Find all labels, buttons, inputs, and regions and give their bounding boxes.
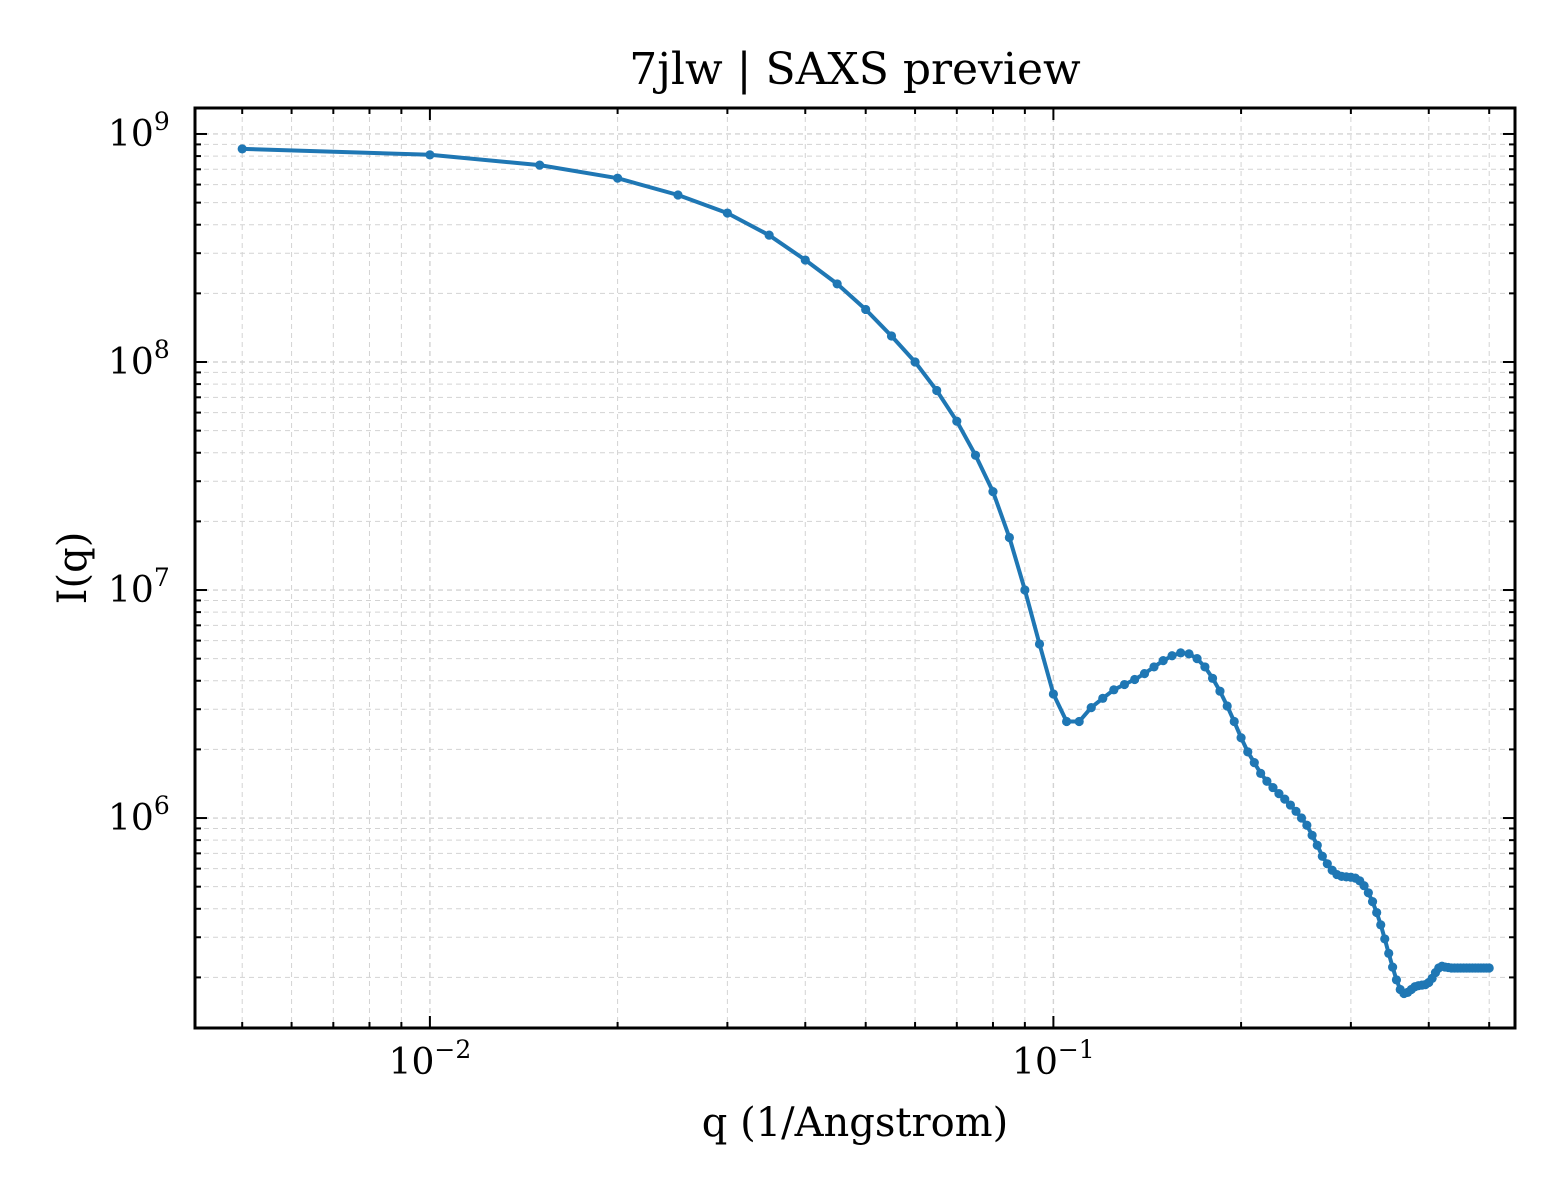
data-point [1004, 532, 1014, 543]
data-point [1249, 758, 1259, 768]
y-axis-label: I(q) [50, 532, 96, 605]
data-point [1268, 782, 1278, 793]
x-axis-label: q (1/Angstrom) [702, 1100, 1008, 1146]
data-point [1363, 888, 1373, 898]
data-point [1139, 668, 1150, 679]
y-tick-label: 107 [108, 563, 170, 611]
data-point [1062, 716, 1072, 727]
data-point [1274, 788, 1284, 799]
data-point [1074, 716, 1084, 727]
data-point [1280, 794, 1290, 804]
y-tick-base: 10 [108, 798, 154, 839]
data-point [722, 208, 732, 218]
x-tick-base: 10 [1012, 1042, 1058, 1083]
data-point [1388, 962, 1398, 972]
y-tick-exponent: 6 [154, 791, 170, 820]
x-tick-label: 10−1 [1012, 1035, 1095, 1083]
x-tick-base: 10 [389, 1042, 435, 1083]
data-point [535, 160, 545, 170]
data-point [1367, 897, 1378, 907]
data-point [1020, 585, 1030, 595]
data-point [1285, 800, 1296, 810]
data-point [764, 230, 774, 240]
data-point [1376, 920, 1386, 930]
data-point [1302, 820, 1312, 830]
x-tick-exponent: −2 [434, 1035, 471, 1064]
data-point [1119, 679, 1130, 690]
data-point [988, 487, 998, 497]
data-point [1384, 948, 1394, 958]
axes-frame [193, 106, 1517, 1030]
data-point [1192, 654, 1202, 664]
data-point [1184, 649, 1194, 659]
y-tick-exponent: 9 [154, 107, 170, 136]
plot-area [237, 144, 1494, 999]
y-tick-exponent: 7 [154, 563, 170, 592]
data-point [1380, 934, 1390, 944]
y-tick-base: 10 [108, 114, 154, 155]
data-point [1484, 963, 1494, 973]
y-tick-label: 109 [108, 107, 170, 155]
data-point [612, 173, 623, 183]
data-point [1086, 703, 1096, 713]
data-point [1048, 689, 1058, 699]
x-tick-exponent: −1 [1058, 1035, 1095, 1064]
data-point [910, 357, 920, 367]
y-tick-label: 108 [108, 335, 170, 383]
data-point [1158, 656, 1168, 666]
data-point [952, 416, 962, 426]
data-point [237, 144, 247, 154]
data-point [1256, 768, 1266, 778]
data-point [1200, 662, 1210, 672]
data-point [1359, 881, 1369, 891]
data-point [1149, 662, 1159, 672]
data-point [800, 255, 810, 265]
chart-title: 7jlw | SAXS preview [629, 44, 1081, 95]
data-point [1130, 674, 1140, 685]
data-point [932, 385, 942, 396]
x-tick-label: 10−2 [389, 1035, 472, 1083]
data-point [1176, 648, 1186, 658]
data-point [1098, 693, 1108, 703]
data-point [1167, 651, 1177, 661]
y-tick-base: 10 [108, 570, 154, 611]
data-point [1243, 747, 1253, 757]
data-point [832, 279, 842, 289]
data-point [1034, 639, 1045, 649]
data-point [1317, 851, 1327, 861]
data-point [970, 450, 981, 460]
data-point [886, 331, 897, 341]
y-tick-exponent: 8 [154, 335, 170, 364]
data-point [425, 150, 435, 160]
data-point [1229, 716, 1239, 727]
data-point [1372, 907, 1382, 918]
data-point [1291, 806, 1301, 816]
data-point [1307, 830, 1317, 840]
data-point [1207, 673, 1218, 683]
data-point [1215, 686, 1225, 696]
data-point [1236, 733, 1246, 743]
data-point [1322, 859, 1332, 869]
data-point [1296, 813, 1307, 823]
data-point [1109, 685, 1119, 695]
y-tick-label: 106 [108, 791, 170, 839]
data-point [1391, 975, 1402, 985]
y-tick-base: 10 [108, 342, 154, 383]
data-point [1262, 776, 1272, 786]
data-point [673, 190, 683, 200]
data-point [861, 304, 871, 315]
data-point [1312, 840, 1322, 850]
data-point [1222, 701, 1232, 711]
